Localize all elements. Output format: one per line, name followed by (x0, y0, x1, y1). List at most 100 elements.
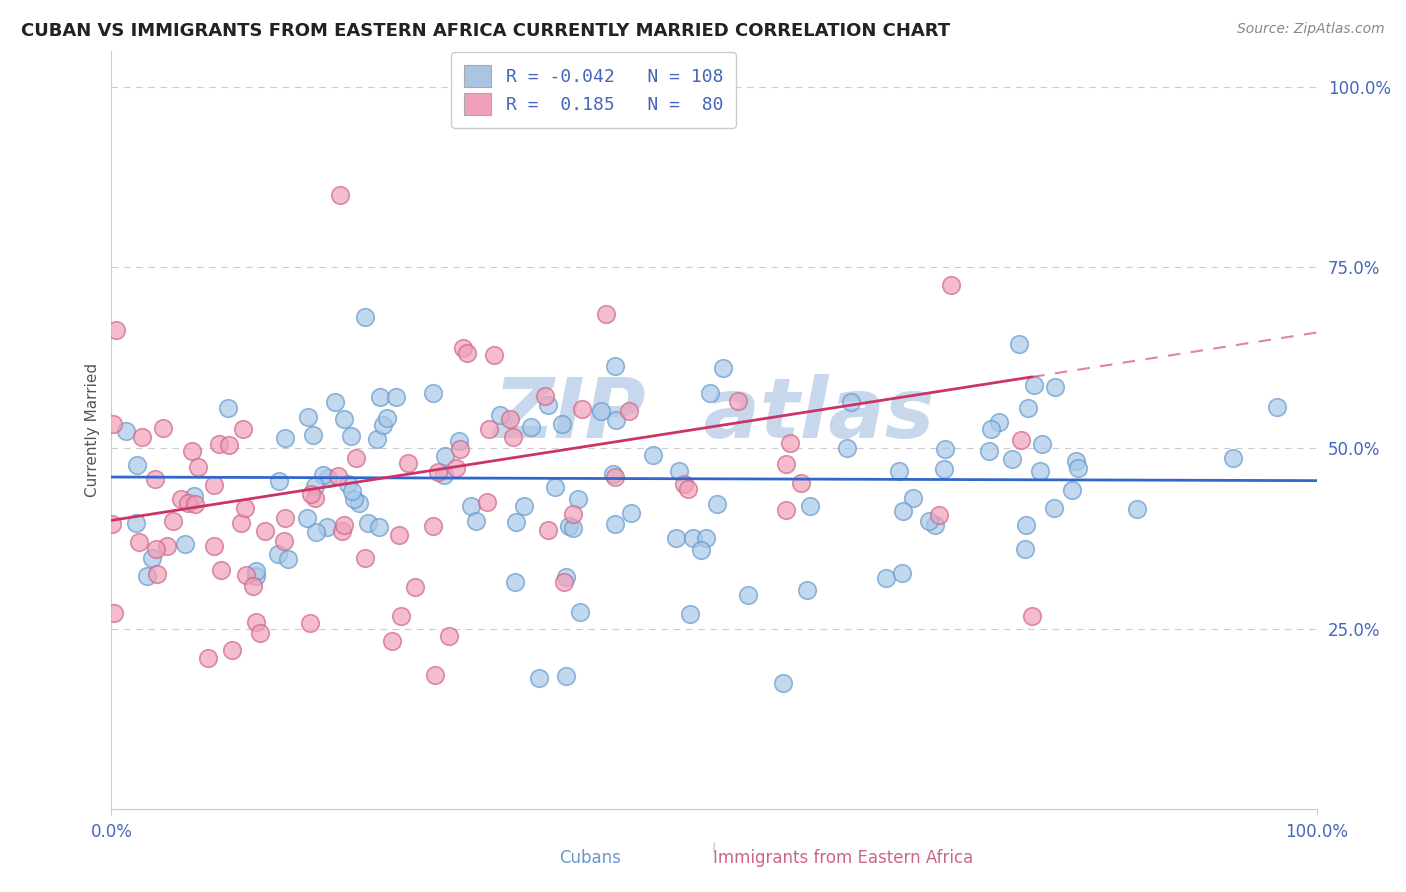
Point (503, 575, 526, 590)
Point (434, 449, 457, 463)
Point (668, 464, 690, 478)
Point (799, 500, 821, 514)
Point (433, 467, 456, 482)
Point (267, 547, 290, 561)
Point (197, 650, 219, 665)
Point (184, 497, 207, 511)
Point (422, 518, 444, 533)
Point (695, 532, 717, 546)
Point (274, 431, 297, 445)
Text: Cubans: Cubans (560, 849, 621, 867)
Point (924, 517, 946, 532)
Point (512, 500, 534, 514)
Point (316, 471, 339, 485)
Point (484, 348, 506, 362)
Point (1021, 608, 1043, 623)
Point (796, 582, 818, 597)
Y-axis label: Currently Married: Currently Married (86, 363, 100, 497)
Point (381, 634, 404, 648)
Point (555, 569, 578, 583)
Point (301, 427, 323, 442)
Point (375, 411, 398, 425)
Point (571, 402, 593, 417)
Text: ZIP  atlas: ZIP atlas (494, 375, 935, 456)
Point (181, 443, 204, 458)
Point (779, 436, 801, 450)
Point (370, 390, 392, 404)
Point (354, 551, 377, 566)
Point (340, 483, 363, 498)
Point (229, 516, 252, 530)
Point (918, 515, 941, 529)
Point (891, 566, 914, 580)
Point (273, 534, 295, 549)
Point (396, 456, 419, 470)
Point (934, 462, 956, 476)
Point (543, 480, 565, 494)
Point (841, 395, 863, 409)
Point (928, 508, 950, 522)
Point (727, 393, 749, 408)
Point (453, 341, 475, 355)
Point (202, 478, 225, 492)
Point (678, 483, 700, 497)
Point (619, 506, 641, 520)
Point (254, 524, 277, 539)
Point (682, 531, 704, 545)
Point (602, 467, 624, 482)
Point (426, 466, 449, 480)
Point (366, 432, 388, 446)
Point (449, 434, 471, 448)
Point (449, 442, 471, 457)
Point (603, 359, 626, 373)
Point (505, 516, 527, 530)
Point (1000, 451, 1022, 466)
Point (589, 404, 612, 418)
Point (595, 307, 617, 321)
Point (665, 531, 688, 545)
Point (174, 537, 197, 551)
Point (977, 443, 1000, 458)
Point (187, 460, 209, 475)
Point (136, 568, 159, 582)
Point (987, 415, 1010, 429)
Point (437, 629, 460, 643)
Point (790, 475, 813, 490)
Point (537, 397, 560, 411)
Point (245, 564, 267, 578)
Point (125, 516, 148, 530)
Point (679, 607, 702, 622)
Point (737, 589, 759, 603)
Point (835, 441, 858, 455)
Text: CUBAN VS IMMIGRANTS FROM EASTERN AFRICA CURRENTLY MARRIED CORRELATION CHART: CUBAN VS IMMIGRANTS FROM EASTERN AFRICA … (21, 22, 950, 40)
Point (336, 476, 359, 491)
Point (388, 528, 411, 542)
Point (145, 541, 167, 556)
Point (221, 643, 243, 657)
Point (373, 418, 395, 433)
Point (277, 552, 299, 566)
Point (617, 404, 640, 418)
Point (1010, 434, 1032, 448)
Point (101, 417, 124, 431)
Point (537, 523, 560, 537)
Point (141, 550, 163, 565)
Point (242, 579, 264, 593)
Point (316, 520, 339, 534)
Point (891, 504, 914, 518)
Point (344, 450, 367, 465)
Point (357, 516, 380, 530)
Point (422, 386, 444, 401)
Point (1042, 501, 1064, 516)
Point (689, 542, 711, 557)
Point (384, 390, 406, 404)
Point (772, 676, 794, 690)
Point (502, 429, 524, 443)
Point (1265, 401, 1288, 415)
Point (1022, 377, 1045, 392)
Text: Source: ZipAtlas.com: Source: ZipAtlas.com (1237, 22, 1385, 37)
Point (901, 491, 924, 505)
Point (404, 580, 426, 594)
Point (478, 422, 501, 436)
Point (1031, 436, 1053, 450)
